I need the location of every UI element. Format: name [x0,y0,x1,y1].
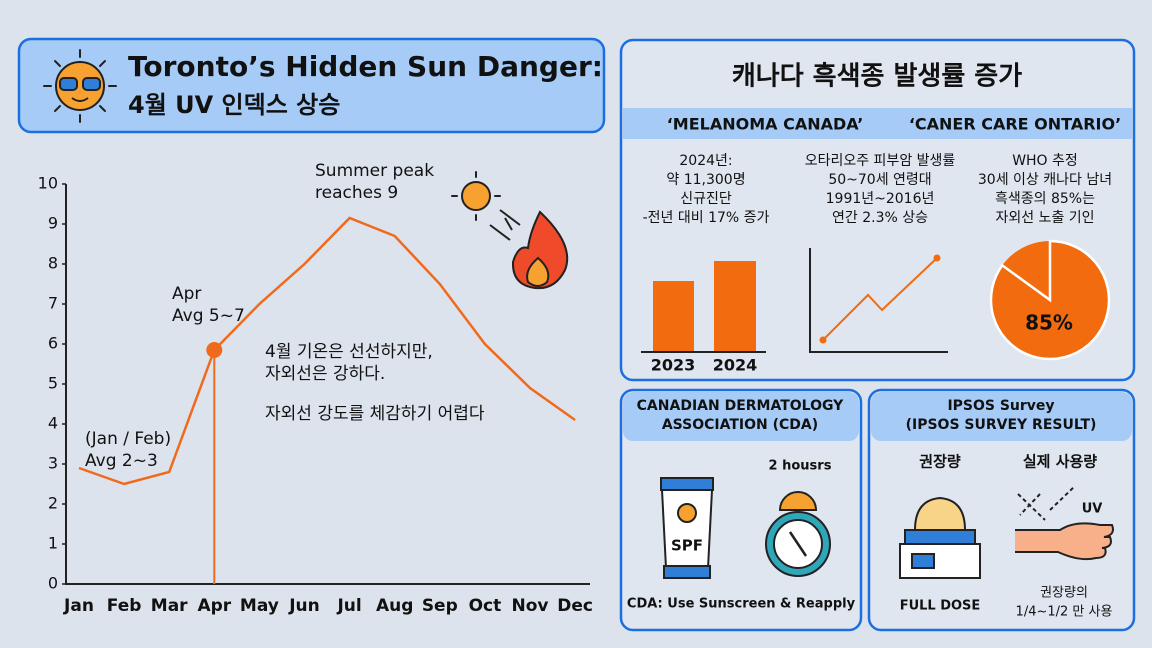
note-annotation: 자외선은 강하다. [265,364,385,384]
subtitle: 4월 UV 인덱스 상승 [128,91,340,119]
stat-text: WHO 추정 [1012,153,1078,169]
cream-jar-icon [899,496,981,579]
stat-text: 자외선 노출 기인 [995,210,1094,226]
april-annotation: Apr [172,284,201,304]
source: ‘CANER CARE ONTARIO’ [909,115,1121,134]
x-tick-label: Jul [336,596,361,616]
ipsos-title: (IPSOS SURVEY RESULT) [906,417,1097,433]
y-tick-label: 4 [48,414,58,433]
y-tick-label: 1 [48,534,58,553]
y-tick-label: 5 [48,374,58,393]
spf-label: SPF [671,537,703,555]
winter-annotation: Avg 2~3 [85,451,158,471]
stat-text: 2024년: [679,153,732,169]
stat-text: -전년 대비 17% 증가 [643,210,770,226]
source: ‘MELANOMA CANADA’ [667,115,864,134]
highlight-point [206,342,223,358]
x-tick-label: May [240,596,279,616]
y-tick-label: 7 [48,294,58,313]
x-tick-label: Apr [197,596,231,616]
ipsos-band [871,392,1132,441]
year-label: 2023 [651,356,696,375]
stat-text: 50~70세 연령대 [828,172,931,188]
x-tick-label: Jan [63,596,94,616]
y-tick-label: 3 [48,454,58,473]
winter-annotation: (Jan / Feb) [85,429,171,449]
sun-fire-icon [451,171,569,290]
cda-caption: CDA: Use Sunscreen & Reapply [627,597,856,612]
sunscreen-icon [660,477,714,579]
year-label: 2024 [713,356,758,375]
stat-text: 연간 2.3% 상승 [832,210,928,226]
cda-band [623,392,859,441]
actual-note: 1/4~1/2 만 사용 [1016,605,1113,620]
recommended-label: 권장량 [919,453,961,471]
y-tick-label: 10 [38,174,58,193]
x-tick-label: Sep [422,596,458,616]
y-tick-label: 0 [48,574,58,593]
source-band [623,108,1132,139]
x-tick-label: Oct [469,596,502,616]
x-tick-label: Aug [376,596,413,616]
note-annotation: 4월 기온은 선선하지만, [265,342,433,362]
actual-note: 권장량의 [1040,586,1088,601]
mini-line-chart [809,248,948,353]
pie-label: 85% [1025,311,1073,335]
mini-bar-chart [641,261,766,353]
pie-slice [989,239,1111,361]
x-tick-label: Nov [512,596,549,616]
stat-text: 오타리오주 피부암 발생률 [805,153,956,169]
full-dose: FULL DOSE [900,599,981,614]
actual-label: 실제 사용량 [1023,453,1097,471]
stat-text: 1991년~2016년 [826,191,935,207]
title: Toronto’s Hidden Sun Danger: [128,50,603,83]
cda-title: CANADIAN DERMATOLOGY [637,398,845,414]
uv-label: UV [1082,502,1103,517]
uv-line [78,216,576,486]
peak-annotation: Summer peak [315,161,434,181]
april-annotation: Avg 5~7 [172,306,245,326]
y-tick-label: 8 [48,254,58,273]
timer-icon [765,491,831,577]
x-tick-label: Mar [151,596,188,616]
stat-text: 약 11,300명 [666,172,745,188]
header-panel [17,37,606,134]
panel-title: 캐나다 흑색종 발생률 증가 [732,62,1022,92]
note-annotation: 자외선 강도를 체감하기 어렵다 [265,404,485,424]
timer-label: 2 housrs [769,459,832,474]
y-tick-label: 2 [48,494,58,513]
peak-annotation: reaches 9 [315,183,398,203]
x-tick-label: Dec [557,596,593,616]
sun-icon [43,49,117,123]
x-tick-label: Feb [107,596,142,616]
ipsos-title: IPSOS Survey [947,398,1054,414]
stat-text: 신규진단 [680,191,732,207]
x-tick-label: Jun [288,596,320,616]
cda-title: ASSOCIATION (CDA) [662,417,818,433]
stat-text: 30세 이상 캐나다 남녀 [978,172,1112,188]
y-tick-label: 6 [48,334,58,353]
hand-uv-icon [1015,485,1114,561]
y-tick-label: 9 [48,214,58,233]
stat-text: 흑색종의 85%는 [995,190,1095,207]
line-chart: 0 1 2 3 4 5 6 7 8 9 10 Jan Feb Mar Apr May Jun Jul Aug Sep O… [38,161,593,616]
